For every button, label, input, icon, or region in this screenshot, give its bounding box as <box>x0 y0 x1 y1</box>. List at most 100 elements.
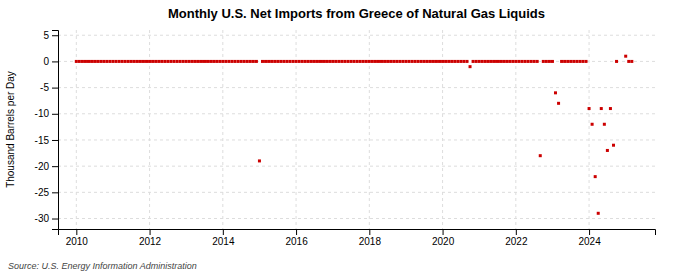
point <box>407 60 410 63</box>
point <box>353 60 356 63</box>
point <box>279 60 282 63</box>
point <box>404 60 407 63</box>
tick: -20 <box>35 161 58 172</box>
tick-mark <box>52 61 58 62</box>
tick-label: -20 <box>35 161 50 172</box>
tick: -5 <box>40 82 58 93</box>
point <box>368 60 371 63</box>
point <box>203 60 206 63</box>
point <box>142 60 145 63</box>
tick-label: -10 <box>35 108 50 119</box>
point <box>84 60 87 63</box>
point <box>374 60 377 63</box>
point <box>292 60 295 63</box>
point <box>383 60 386 63</box>
point <box>99 60 102 63</box>
point <box>581 60 584 63</box>
point <box>212 60 215 63</box>
point <box>520 60 523 63</box>
grid-line <box>369 30 370 229</box>
point <box>157 60 160 63</box>
point <box>505 60 508 63</box>
grid-line <box>58 218 655 219</box>
point <box>255 60 258 63</box>
point <box>527 60 530 63</box>
point <box>453 60 456 63</box>
point <box>227 60 230 63</box>
grid-line <box>58 113 655 114</box>
point <box>182 60 185 63</box>
tick-mark <box>516 229 517 235</box>
point <box>627 60 630 63</box>
grid-line <box>58 61 655 62</box>
point <box>484 60 487 63</box>
tick-label: 2010 <box>66 236 89 247</box>
tick-label: 2024 <box>578 236 601 247</box>
point <box>200 60 203 63</box>
tick-label: 2020 <box>432 236 455 247</box>
point <box>414 60 417 63</box>
tick-label: -25 <box>35 187 50 198</box>
tick-mark <box>52 166 58 167</box>
point <box>569 60 572 63</box>
point <box>276 60 279 63</box>
point <box>234 60 237 63</box>
point <box>533 60 536 63</box>
point <box>426 60 429 63</box>
point <box>304 60 307 63</box>
point <box>432 60 435 63</box>
point <box>194 60 197 63</box>
point <box>273 60 276 63</box>
point <box>447 60 450 63</box>
point <box>313 60 316 63</box>
point <box>585 60 588 63</box>
grid-line <box>515 30 516 229</box>
point <box>398 60 401 63</box>
point <box>337 60 340 63</box>
point <box>261 60 264 63</box>
tick: 2022 <box>505 229 528 247</box>
point <box>481 60 484 63</box>
grid-line <box>58 139 655 140</box>
grid-line <box>222 30 223 229</box>
point <box>154 60 157 63</box>
point <box>206 60 209 63</box>
point <box>441 60 444 63</box>
point <box>465 60 468 63</box>
tick: 5 <box>43 30 58 41</box>
point <box>475 60 478 63</box>
point <box>252 60 255 63</box>
tick: -15 <box>35 135 58 146</box>
point <box>487 60 490 63</box>
point <box>539 154 542 157</box>
point <box>258 159 261 162</box>
point <box>371 60 374 63</box>
tick-label: -5 <box>40 82 49 93</box>
point <box>462 60 465 63</box>
tick: -10 <box>35 108 58 119</box>
point <box>298 60 301 63</box>
chart: 2010201220142016201820202022202450-5-10-… <box>0 0 675 275</box>
tick-mark <box>223 229 224 235</box>
point <box>331 60 334 63</box>
point <box>209 60 212 63</box>
axis-line <box>59 230 656 236</box>
point <box>554 91 557 94</box>
point <box>243 60 246 63</box>
point <box>133 60 136 63</box>
point <box>145 60 148 63</box>
point <box>499 60 502 63</box>
point <box>169 60 172 63</box>
point <box>221 60 224 63</box>
point <box>356 60 359 63</box>
point <box>111 60 114 63</box>
tick: 2014 <box>212 229 235 247</box>
tick-mark <box>52 35 58 36</box>
point <box>420 60 423 63</box>
point <box>572 60 575 63</box>
tick-mark <box>52 88 58 89</box>
point <box>591 123 594 126</box>
tick-mark <box>296 229 297 235</box>
tick-mark <box>369 229 370 235</box>
point <box>377 60 380 63</box>
